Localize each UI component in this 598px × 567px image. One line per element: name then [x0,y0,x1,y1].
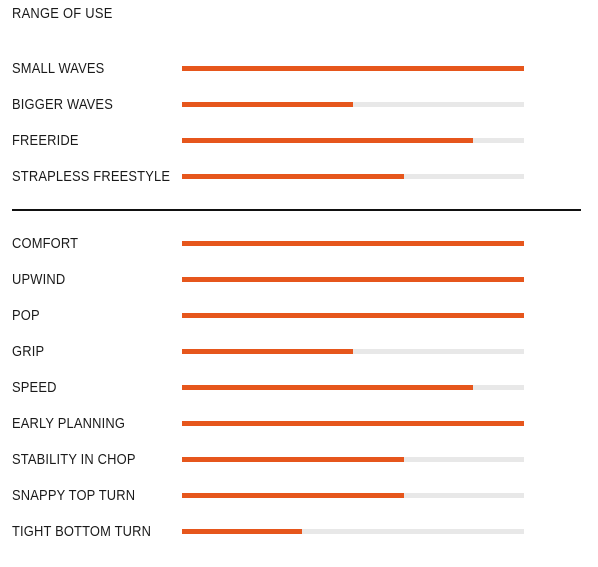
rating-bar-fill [182,174,405,179]
rating-label: SPEED [12,379,57,396]
rating-row-grip: GRIP [0,342,598,362]
rating-row-speed: SPEED [0,378,598,398]
rating-bar-track [182,457,524,462]
rating-bar-track [182,277,524,282]
rating-row-freeride: FREERIDE [0,131,598,151]
rating-bar-fill [182,277,524,282]
rating-row-snappy-top-turn: SNAPPY TOP TURN [0,486,598,506]
rating-label: POP [12,307,40,324]
rating-bar-fill [182,349,353,354]
rating-bar-fill [182,102,353,107]
rating-row-small-waves: SMALL WAVES [0,59,598,79]
rating-bar-track [182,493,524,498]
section-divider [12,209,581,211]
rating-bar-track [182,138,524,143]
rating-row-strapless-freestyle: STRAPLESS FREESTYLE [0,167,598,187]
rating-row-comfort: COMFORT [0,234,598,254]
rating-bar-track [182,102,524,107]
rating-bar-fill [182,457,405,462]
rating-row-upwind: UPWIND [0,270,598,290]
rating-label: SMALL WAVES [12,60,105,77]
rating-bar-track [182,421,524,426]
rating-bar-track [182,241,524,246]
rating-label: FREERIDE [12,132,79,149]
rating-bar-fill [182,493,405,498]
rating-bar-fill [182,313,524,318]
rating-label: STRAPLESS FREESTYLE [12,168,171,185]
rating-row-tight-bottom-turn: TIGHT BOTTOM TURN [0,522,598,542]
rating-bar-fill [182,138,473,143]
rating-bar-track [182,385,524,390]
rating-bar-fill [182,241,524,246]
rating-bar-fill [182,529,302,534]
rating-row-stability-in-chop: STABILITY IN CHOP [0,450,598,470]
rating-bar-track [182,66,524,71]
rating-bar-track [182,529,524,534]
rating-label: STABILITY IN CHOP [12,451,136,468]
rating-row-pop: POP [0,306,598,326]
rating-row-early-planning: EARLY PLANNING [0,414,598,434]
rating-bar-fill [182,385,473,390]
rating-bar-track [182,349,524,354]
rating-label: GRIP [12,343,45,360]
rating-label: TIGHT BOTTOM TURN [12,523,152,540]
rating-row-bigger-waves: BIGGER WAVES [0,95,598,115]
rating-label: UPWIND [12,271,66,288]
rating-bar-fill [182,66,524,71]
rating-label: EARLY PLANNING [12,415,126,432]
rating-bar-track [182,174,524,179]
page-title: RANGE OF USE [12,5,113,22]
rating-label: SNAPPY TOP TURN [12,487,136,504]
rating-label: COMFORT [12,235,79,252]
rating-label: BIGGER WAVES [12,96,113,113]
rating-bar-fill [182,421,524,426]
rating-bar-track [182,313,524,318]
